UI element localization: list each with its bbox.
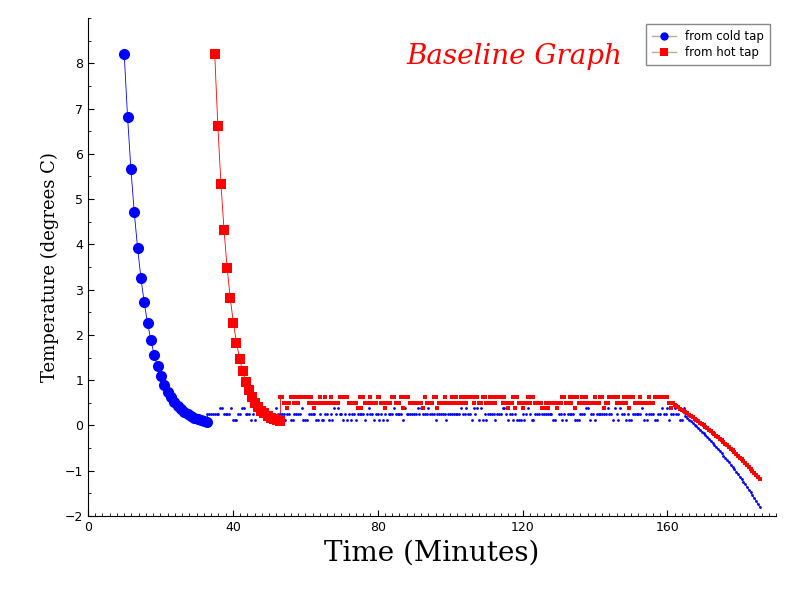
from cold tap <box>202 418 212 425</box>
from hot tap <box>254 403 263 410</box>
from hot tap <box>257 407 266 414</box>
from hot tap <box>219 227 229 234</box>
Line: from cold tap: from cold tap <box>118 49 213 427</box>
from hot tap <box>266 414 275 421</box>
from hot tap <box>262 412 272 419</box>
from hot tap <box>229 319 238 326</box>
from cold tap <box>156 373 166 380</box>
from cold tap <box>170 398 179 406</box>
from cold tap <box>193 415 202 422</box>
from cold tap <box>162 388 172 395</box>
from cold tap <box>126 165 136 172</box>
from hot tap <box>269 416 278 423</box>
from hot tap <box>247 394 257 401</box>
from hot tap <box>234 355 244 362</box>
from cold tap <box>122 113 132 120</box>
Legend: from cold tap, from hot tap: from cold tap, from hot tap <box>646 24 770 65</box>
from hot tap <box>213 122 222 130</box>
from hot tap <box>250 399 260 406</box>
from cold tap <box>139 299 149 306</box>
from cold tap <box>119 50 129 58</box>
from hot tap <box>244 387 254 394</box>
from hot tap <box>275 418 285 425</box>
from cold tap <box>190 414 199 421</box>
Y-axis label: Temperature (degrees C): Temperature (degrees C) <box>41 152 59 382</box>
from hot tap <box>216 180 226 187</box>
from cold tap <box>150 351 159 358</box>
from cold tap <box>153 363 162 370</box>
from cold tap <box>166 394 176 401</box>
from cold tap <box>159 381 169 388</box>
Text: Baseline Graph: Baseline Graph <box>406 43 622 70</box>
from hot tap <box>238 368 247 375</box>
from cold tap <box>179 409 189 416</box>
from cold tap <box>196 416 206 424</box>
from cold tap <box>199 418 209 425</box>
X-axis label: Time (Minutes): Time (Minutes) <box>324 539 540 566</box>
from hot tap <box>241 379 250 386</box>
from cold tap <box>186 412 196 419</box>
from cold tap <box>133 244 142 251</box>
from cold tap <box>146 337 156 344</box>
from hot tap <box>272 417 282 424</box>
from hot tap <box>226 295 235 302</box>
from cold tap <box>130 208 139 215</box>
from hot tap <box>210 50 219 58</box>
from hot tap <box>232 339 242 346</box>
from cold tap <box>182 410 192 418</box>
Line: from hot tap: from hot tap <box>210 49 285 426</box>
from cold tap <box>176 406 186 413</box>
from hot tap <box>259 410 269 417</box>
from hot tap <box>222 265 232 272</box>
from cold tap <box>142 319 152 326</box>
from cold tap <box>173 403 182 410</box>
from cold tap <box>136 274 146 281</box>
